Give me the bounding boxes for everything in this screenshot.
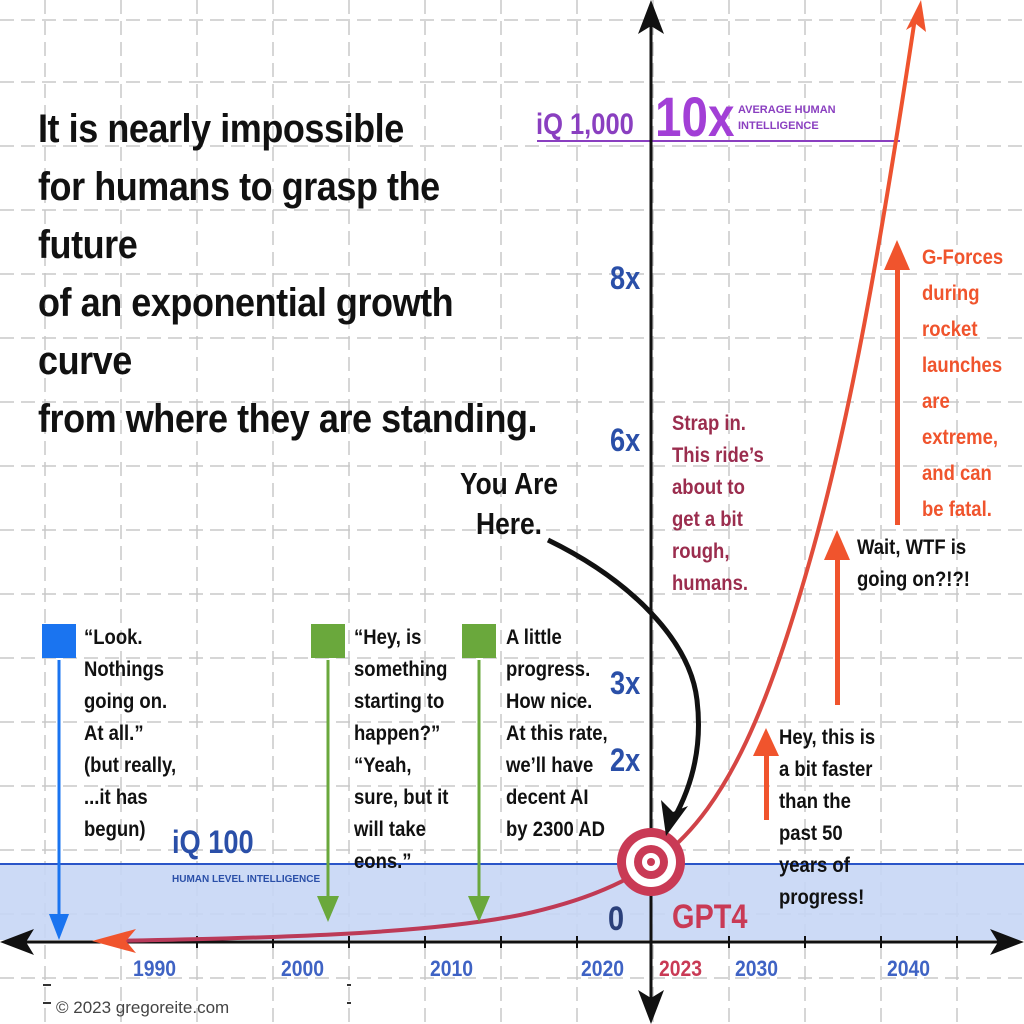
- ten-x-label: 10x: [655, 85, 735, 148]
- strap-in-note: Strap in. This ride’s about to get a bit…: [672, 412, 764, 595]
- x-tick-2000: 2000: [281, 956, 325, 981]
- look-marker: [42, 624, 76, 940]
- x-tick-1990: 1990: [133, 956, 177, 981]
- x-tick-2023: 2023: [659, 956, 703, 981]
- x-axis: [0, 929, 1024, 955]
- something-happening-note: “Hey, is something starting to happen?” …: [354, 626, 449, 873]
- wtf-arrow: [824, 530, 850, 705]
- human-level-band: [0, 864, 1024, 940]
- copyright-text: © 2023 gregoreite.com: [56, 998, 230, 1017]
- target-icon: [617, 828, 685, 896]
- x-tick-2020: 2020: [581, 956, 625, 981]
- look-note: “Look. Nothings going on. At all.” (but …: [84, 626, 177, 841]
- y-tick-6x: 6x: [610, 422, 641, 458]
- x-tick-2030: 2030: [735, 956, 779, 981]
- y-tick-2x: 2x: [610, 742, 641, 778]
- wtf-note: Wait, WTF is going on?!?!: [857, 536, 970, 591]
- bottom-dashes: [43, 984, 351, 1004]
- gpt4-label: GPT4: [672, 898, 748, 936]
- you-are-here-label: You Are Here.: [459, 466, 559, 541]
- bit-faster-note: Hey, this is a bit faster than the past …: [779, 726, 876, 909]
- something-happening-marker: [311, 624, 345, 922]
- iq-1000-label: iQ 1,000: [536, 108, 634, 141]
- g-forces-note: G-Forces during rocket launches are extr…: [922, 246, 1004, 521]
- y-tick-3x: 3x: [610, 665, 641, 701]
- you-are-here-arrowhead: [661, 800, 688, 836]
- average-human-caption: AVERAGE HUMAN INTELLIGENCE: [738, 104, 836, 132]
- human-level-caption: HUMAN LEVEL INTELLIGENCE: [172, 874, 321, 885]
- iq-100-label: iQ 100: [172, 824, 254, 860]
- curve-left-arrowhead: [92, 929, 136, 953]
- you-are-here-arrow: [546, 537, 701, 822]
- y-tick-8x: 8x: [610, 260, 641, 296]
- little-progress-marker: [462, 624, 496, 922]
- little-progress-note: A little progress. How nice. At this rat…: [506, 626, 608, 841]
- curve-top-arrowhead: [906, 0, 926, 32]
- x-tick-2040: 2040: [887, 956, 931, 981]
- page-title: It is nearly impossible for humans to gr…: [38, 107, 538, 441]
- g-forces-arrow: [884, 240, 910, 525]
- x-tick-2010: 2010: [430, 956, 474, 981]
- bit-faster-arrow: [753, 728, 779, 820]
- origin-label: 0: [608, 900, 625, 938]
- exponential-curve: [109, 17, 917, 943]
